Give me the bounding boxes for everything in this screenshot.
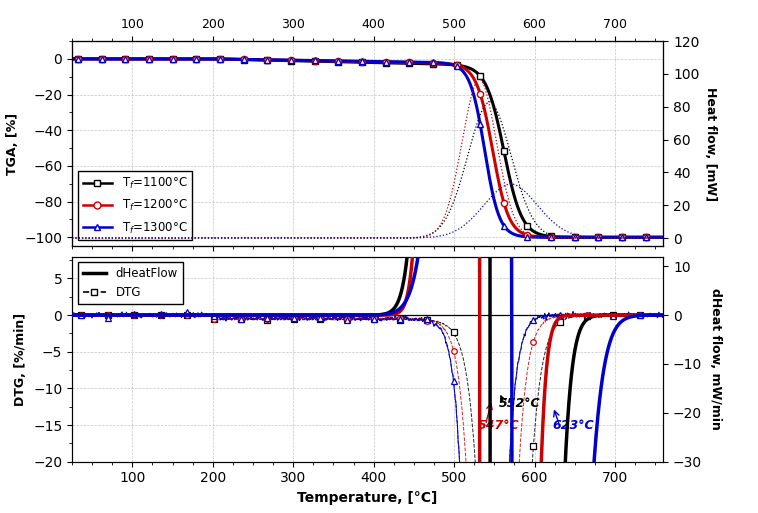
Y-axis label: DTG, [%/min]: DTG, [%/min] — [14, 312, 27, 406]
Y-axis label: TGA, [%]: TGA, [%] — [6, 112, 19, 175]
Y-axis label: dHeat flow, mW/min: dHeat flow, mW/min — [709, 288, 722, 430]
Text: 547°C: 547°C — [478, 419, 520, 432]
Text: 623°C: 623°C — [553, 419, 594, 432]
Y-axis label: Heat flow, [mW]: Heat flow, [mW] — [704, 87, 717, 201]
Text: 552°C: 552°C — [500, 397, 540, 410]
Legend: T$_f$=1100°C, T$_f$=1200°C, T$_f$=1300°C: T$_f$=1100°C, T$_f$=1200°C, T$_f$=1300°C — [78, 171, 192, 240]
X-axis label: Temperature, [°C]: Temperature, [°C] — [297, 491, 438, 505]
Legend: dHeatFlow, DTG: dHeatFlow, DTG — [78, 263, 183, 304]
